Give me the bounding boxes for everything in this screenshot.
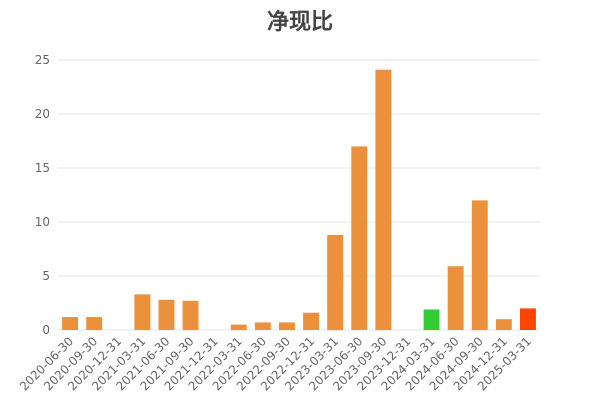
bar-2024-03-31[interactable] (423, 309, 440, 330)
bar-2020-09-30[interactable] (86, 317, 103, 330)
bar-2024-06-30[interactable] (447, 266, 464, 330)
bar-2021-09-30[interactable] (182, 300, 199, 330)
x-axis: 2020-06-302020-09-302020-12-312021-03-31… (17, 334, 534, 393)
bar-2025-03-31[interactable] (519, 308, 536, 330)
y-axis: 0 5 10 15 20 25 (35, 53, 50, 337)
chart-title: 净现比 (266, 10, 333, 35)
bar-2024-09-30[interactable] (471, 200, 488, 330)
bar-2023-09-30[interactable] (375, 69, 392, 330)
bar-2023-03-31[interactable] (327, 234, 344, 330)
bar-2023-06-30[interactable] (351, 146, 368, 330)
y-tick-label: 15 (35, 161, 50, 175)
y-tick-label: 5 (42, 269, 50, 283)
bar-2022-12-31[interactable] (303, 312, 320, 330)
bar-2022-03-31[interactable] (230, 324, 247, 330)
y-tick-label: 20 (35, 107, 50, 121)
y-tick-label: 0 (42, 323, 50, 337)
y-tick-label: 25 (35, 53, 50, 67)
bar-series (62, 69, 536, 330)
bar-2022-09-30[interactable] (278, 322, 295, 330)
bar-2022-06-30[interactable] (254, 322, 271, 330)
bar-2021-06-30[interactable] (158, 299, 175, 330)
bar-2021-03-31[interactable] (134, 294, 151, 330)
bar-2020-06-30[interactable] (62, 317, 79, 330)
y-tick-label: 10 (35, 215, 50, 229)
bar-2024-12-31[interactable] (495, 319, 512, 330)
grid-layer (58, 59, 540, 331)
